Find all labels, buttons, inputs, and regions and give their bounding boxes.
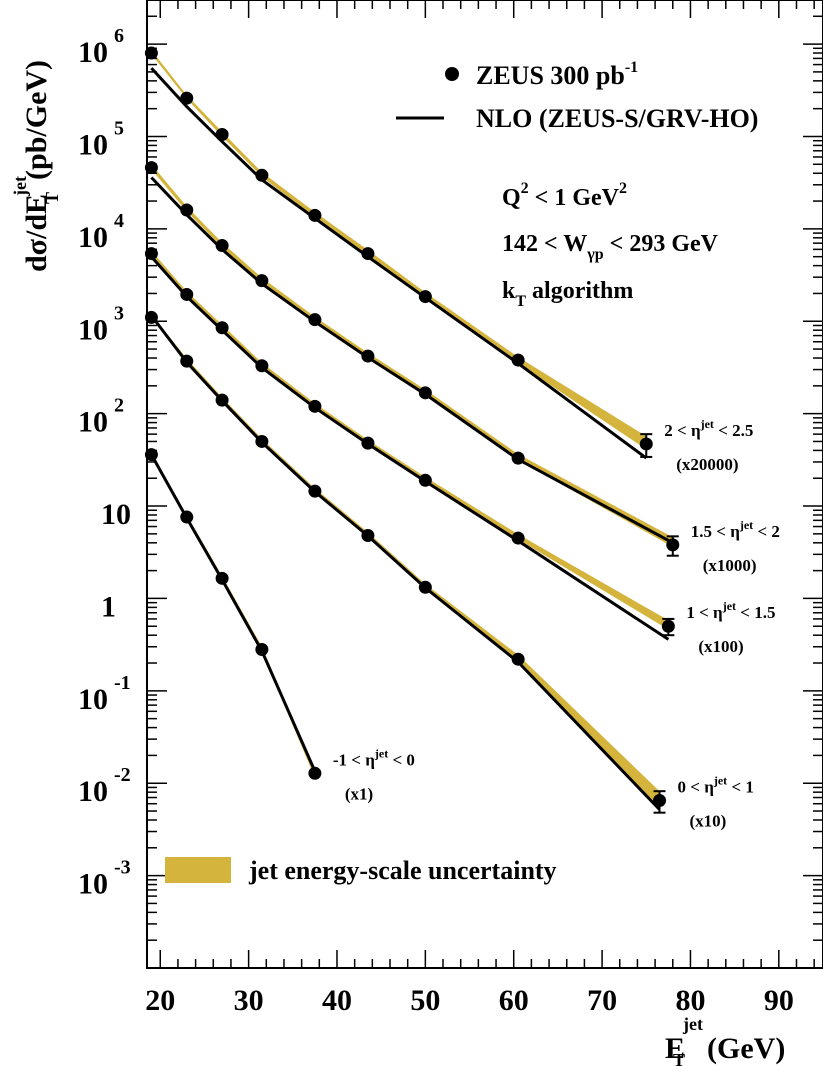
x-tick-label-2: 40 bbox=[322, 984, 352, 1017]
data-point-2-3 bbox=[255, 359, 269, 373]
nlo-curve-3 bbox=[150, 314, 661, 811]
y-tick-label-2: 10 4 bbox=[78, 210, 124, 254]
legend: ZEUS 300 pb-1 NLO (ZEUS-S/GRV-HO) jet en… bbox=[165, 59, 758, 885]
x-tick-label-7: 90 bbox=[764, 984, 794, 1017]
data-point-1-4 bbox=[308, 313, 322, 327]
series-label-0: 2 < ηjet < 2.5 bbox=[664, 417, 753, 440]
legend-band-label: jet energy-scale uncertainty bbox=[248, 856, 557, 885]
data-point-0-3 bbox=[255, 168, 269, 182]
data-point-1-6 bbox=[418, 386, 432, 400]
data-point-0-6 bbox=[418, 290, 432, 304]
x-tick-label-0: 20 bbox=[145, 984, 175, 1017]
y-tick-label-9: 10 -3 bbox=[78, 857, 131, 901]
data-point-1-3 bbox=[255, 274, 269, 288]
y-tick-label-8: 10 -2 bbox=[78, 764, 131, 808]
y-tick-label-6: 1 bbox=[101, 590, 116, 623]
uncertainty-bands bbox=[151, 50, 673, 808]
data-point-4-2 bbox=[215, 571, 229, 585]
legend-data-marker bbox=[445, 67, 459, 81]
data-point-2-6 bbox=[418, 473, 432, 487]
series-scale-1: (x1000) bbox=[703, 556, 757, 575]
series-label-3: 0 < ηjet < 1 bbox=[678, 774, 754, 797]
nlo-curve-4 bbox=[150, 453, 317, 772]
data-point-1-5 bbox=[361, 349, 375, 363]
y-tick-label-7: 10 -1 bbox=[78, 672, 131, 716]
series-scale-3: (x10) bbox=[690, 812, 727, 831]
data-point-1-2 bbox=[215, 239, 229, 253]
x-tick-label-5: 70 bbox=[587, 984, 617, 1017]
data-point-3-8 bbox=[653, 794, 667, 808]
y-axis-title: dσ/dEjetT(pb/GeV) bbox=[10, 60, 62, 272]
y-tick-label-3: 10 3 bbox=[78, 302, 124, 346]
data-point-0-8 bbox=[639, 437, 653, 451]
data-point-2-4 bbox=[308, 399, 322, 413]
series-label-4: -1 < ηjet < 0 bbox=[333, 746, 415, 769]
data-point-2-5 bbox=[361, 436, 375, 450]
data-point-0-5 bbox=[361, 247, 375, 261]
y-tick-label-1: 10 5 bbox=[78, 117, 124, 161]
data-point-4-4 bbox=[308, 766, 322, 780]
nlo-curves bbox=[150, 67, 674, 811]
kinematic-notes: Q2 < 1 GeV2 142 < Wγp < 293 GeV kT algor… bbox=[502, 180, 719, 310]
data-points bbox=[144, 46, 680, 814]
note-q2: Q2 < 1 GeV2 bbox=[502, 180, 627, 211]
data-point-1-8 bbox=[666, 538, 680, 552]
axis-ticks bbox=[147, 0, 823, 969]
series-scale-2: (x100) bbox=[698, 637, 743, 656]
x-tick-label-3: 50 bbox=[410, 984, 440, 1017]
note-w-range: 142 < Wγp < 293 GeV bbox=[502, 231, 719, 263]
legend-data-label: ZEUS 300 pb-1 bbox=[476, 59, 638, 90]
data-point-2-8 bbox=[661, 619, 675, 633]
series-scale-0: (x20000) bbox=[676, 455, 738, 474]
data-point-4-1 bbox=[180, 510, 194, 524]
data-point-0-4 bbox=[308, 208, 322, 222]
uncertainty-band-2 bbox=[151, 250, 669, 630]
data-point-3-6 bbox=[418, 580, 432, 594]
y-tick-label-4: 10 2 bbox=[78, 395, 124, 439]
uncertainty-band-0 bbox=[151, 50, 647, 450]
data-point-3-1 bbox=[180, 354, 194, 368]
series-label-1: 1.5 < ηjet < 2 bbox=[691, 518, 780, 541]
nlo-curve-1 bbox=[150, 176, 674, 545]
data-point-3-4 bbox=[308, 484, 322, 498]
data-point-0-7 bbox=[511, 353, 525, 367]
data-point-2-1 bbox=[180, 287, 194, 301]
data-point-2-7 bbox=[511, 531, 525, 545]
data-point-4-3 bbox=[255, 643, 269, 657]
plot-frame bbox=[146, 0, 823, 969]
series-labels: 2 < ηjet < 2.5 (x20000) 1.5 < ηjet < 2 (x10… bbox=[333, 417, 780, 831]
y-tick-label-0: 10 6 bbox=[78, 25, 124, 69]
data-point-0-2 bbox=[215, 128, 229, 142]
data-point-3-7 bbox=[511, 652, 525, 666]
data-point-3-2 bbox=[215, 393, 229, 407]
uncertainty-band-3 bbox=[151, 314, 660, 808]
data-point-1-1 bbox=[180, 203, 194, 217]
series-label-2: 1 < ηjet < 1.5 bbox=[686, 599, 775, 622]
legend-line-label: NLO (ZEUS-S/GRV-HO) bbox=[476, 104, 758, 133]
data-point-3-3 bbox=[255, 434, 269, 448]
data-point-1-7 bbox=[511, 451, 525, 465]
data-point-0-1 bbox=[180, 91, 194, 105]
series-scale-4: (x1) bbox=[345, 784, 373, 803]
uncertainty-band-1 bbox=[151, 164, 673, 548]
data-point-2-2 bbox=[215, 321, 229, 335]
data-point-3-5 bbox=[361, 528, 375, 542]
x-tick-label-4: 60 bbox=[499, 984, 529, 1017]
data-point-4-0 bbox=[144, 448, 158, 462]
x-tick-label-6: 80 bbox=[675, 984, 705, 1017]
note-algorithm: kT algorithm bbox=[502, 278, 633, 310]
x-tick-label-1: 30 bbox=[234, 984, 264, 1017]
legend-band-marker bbox=[165, 857, 231, 883]
y-tick-label-5: 10 bbox=[101, 498, 131, 531]
x-axis-title: Ejet T (GeV) bbox=[665, 1014, 785, 1066]
